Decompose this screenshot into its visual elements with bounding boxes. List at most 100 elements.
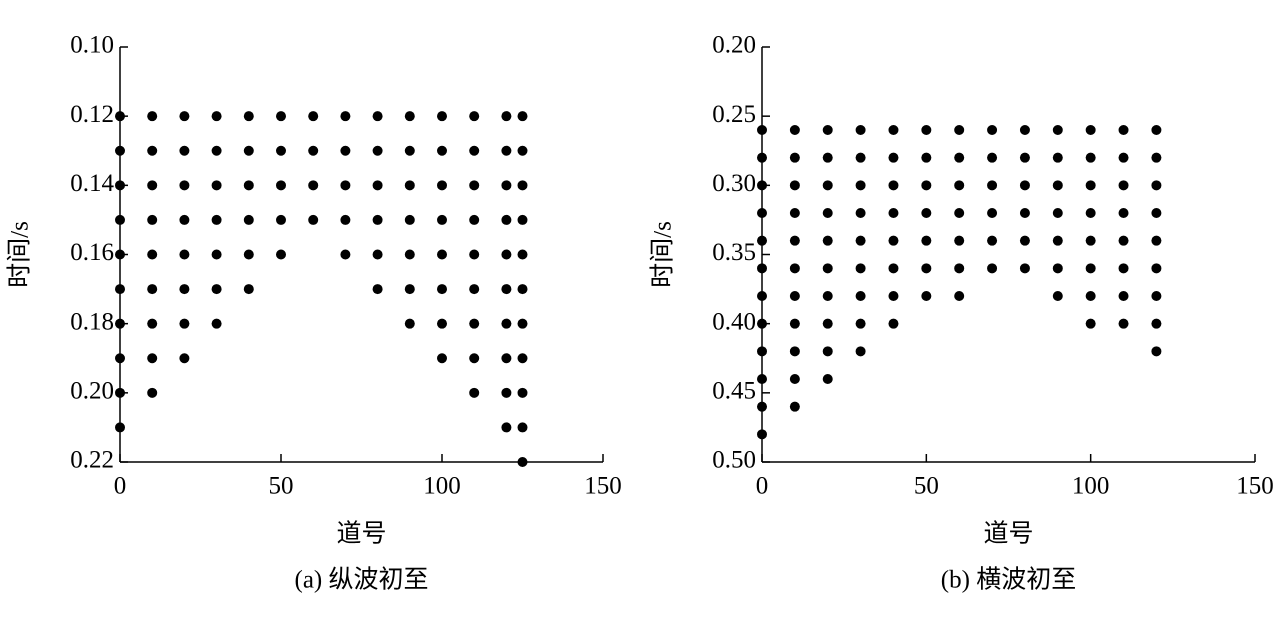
y-tick-label: 0.20 — [712, 32, 756, 59]
data-point — [1085, 208, 1096, 218]
data-point — [855, 291, 866, 301]
y-tick-label: 0.40 — [712, 308, 756, 335]
data-point — [517, 284, 528, 295]
data-point — [855, 318, 866, 329]
data-point — [211, 111, 222, 122]
data-point — [517, 249, 528, 260]
data-point — [517, 422, 528, 433]
data-point — [987, 263, 998, 274]
data-point — [1151, 208, 1162, 218]
data-point — [437, 145, 447, 156]
data-point — [501, 353, 512, 364]
data-point — [211, 180, 222, 191]
data-point — [437, 353, 447, 364]
data-point — [921, 235, 932, 246]
data-point — [1151, 152, 1162, 163]
data-point — [789, 152, 800, 163]
data-point — [1019, 152, 1030, 163]
data-point — [179, 111, 190, 122]
data-point — [517, 387, 528, 398]
data-point — [822, 291, 833, 301]
data-point — [1085, 263, 1096, 274]
data-point — [147, 353, 158, 364]
data-point — [147, 180, 158, 191]
data-point — [211, 284, 222, 295]
data-point — [789, 235, 800, 246]
data-point — [921, 208, 932, 218]
data-point — [1118, 180, 1129, 191]
data-point — [517, 180, 528, 191]
x-axis-label: 道号 — [983, 520, 1033, 548]
x-tick-label: 100 — [1072, 473, 1110, 500]
data-point — [469, 249, 480, 260]
data-point — [1151, 180, 1162, 191]
data-point — [276, 111, 286, 122]
data-point — [987, 208, 998, 218]
data-point — [1085, 291, 1096, 301]
data-point — [372, 214, 383, 225]
y-tick-label: 0.50 — [712, 447, 756, 474]
data-point — [469, 145, 480, 156]
data-point — [1151, 318, 1162, 329]
data-point — [340, 180, 351, 191]
data-point — [308, 180, 319, 191]
data-point — [243, 111, 254, 122]
data-point — [1151, 125, 1162, 135]
data-point — [1118, 235, 1129, 246]
data-point — [789, 318, 800, 329]
data-point — [179, 214, 190, 225]
data-point — [789, 263, 800, 274]
data-point — [1019, 235, 1030, 246]
data-point — [501, 111, 512, 122]
data-point — [211, 214, 222, 225]
data-point — [954, 263, 965, 274]
data-point — [855, 180, 866, 191]
data-point — [888, 318, 899, 329]
data-point — [243, 145, 254, 156]
data-point — [501, 422, 512, 433]
y-tick-label: 0.45 — [712, 378, 756, 405]
x-tick-label: 0 — [114, 473, 127, 500]
data-point — [987, 152, 998, 163]
x-tick-label: 150 — [1236, 473, 1274, 500]
data-point — [822, 180, 833, 191]
y-tick-label: 0.14 — [70, 170, 114, 197]
data-point — [243, 180, 254, 191]
data-point — [1019, 180, 1030, 191]
data-point — [921, 180, 932, 191]
data-point — [1052, 291, 1063, 301]
data-point — [1052, 208, 1063, 218]
data-point — [1151, 235, 1162, 246]
data-point — [789, 180, 800, 191]
data-point — [501, 145, 512, 156]
data-point — [1118, 291, 1129, 301]
data-point — [147, 318, 158, 329]
data-point — [1052, 263, 1063, 274]
data-point — [147, 111, 158, 122]
data-point — [954, 180, 965, 191]
data-point — [372, 180, 383, 191]
data-point — [822, 318, 833, 329]
data-point — [954, 235, 965, 246]
data-point — [404, 180, 415, 191]
data-point — [517, 353, 528, 364]
data-point — [822, 235, 833, 246]
data-point — [276, 214, 286, 225]
data-point — [308, 111, 319, 122]
y-axis-label: 时间/s — [649, 221, 677, 288]
data-point — [147, 387, 158, 398]
data-point — [372, 284, 383, 295]
data-point — [308, 214, 319, 225]
data-point — [243, 284, 254, 295]
data-point — [888, 208, 899, 218]
y-tick-label: 0.25 — [712, 101, 756, 128]
data-point — [404, 145, 415, 156]
data-point — [855, 235, 866, 246]
data-point — [1085, 125, 1096, 135]
data-point — [501, 318, 512, 329]
data-point — [501, 214, 512, 225]
x-tick-label: 0 — [756, 473, 769, 500]
data-point — [822, 152, 833, 163]
data-point — [501, 249, 512, 260]
